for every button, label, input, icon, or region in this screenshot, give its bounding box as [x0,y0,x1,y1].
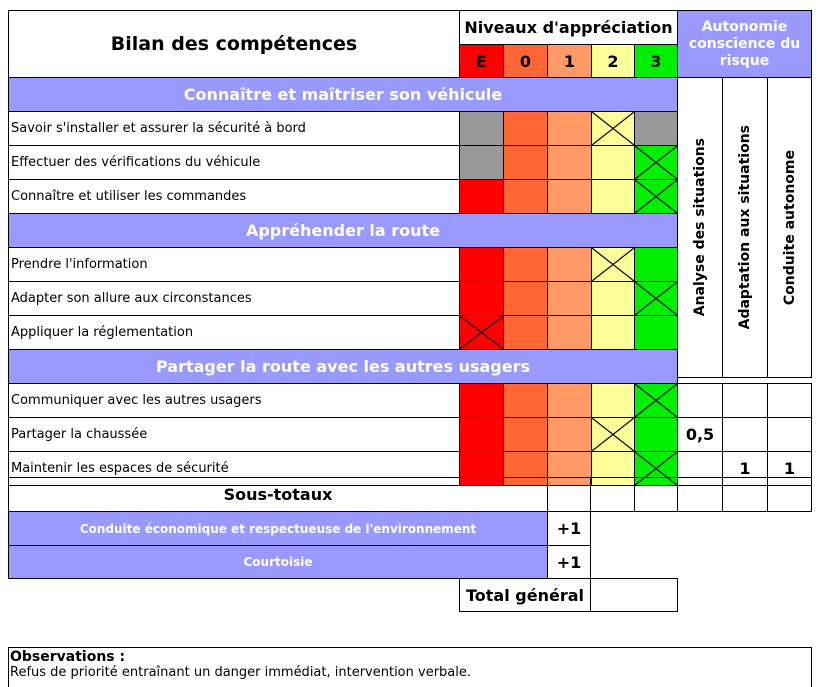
level-cell-0 [503,417,548,452]
cross-mark-icon [460,316,503,349]
autonomie-value-cell [767,417,812,452]
autonomie-value-cell [722,417,768,452]
level-header-3: 3 [634,44,678,78]
observations-box: Observations : Refus de priorité entraîn… [8,647,812,687]
level-cell-E [459,281,504,316]
competence-row-label: Connaître et utiliser les commandes [8,179,460,214]
level-cell-3 [634,179,678,214]
cross-mark-icon [592,248,634,281]
cross-mark-icon [635,180,677,213]
level-cell-1 [547,179,592,214]
autonomie-col-conduite: Conduite autonome [767,77,812,378]
level-cell-2 [591,111,635,146]
cross-mark-icon [635,452,677,485]
autonomie-value-cell [767,383,812,418]
bonus-label-eco: Conduite économique et respectueuse de l… [8,511,548,546]
level-cell-0 [503,111,548,146]
level-cell-1 [547,383,592,418]
observations-title: Observations : [10,649,126,665]
competence-row-label: Appliquer la réglementation [8,315,460,350]
section-header-1: Connaître et maîtriser son véhicule [8,77,678,112]
level-cell-1 [547,111,592,146]
level-cell-0 [503,383,548,418]
level-cell-2 [591,281,635,316]
level-cell-E [459,179,504,214]
autonomie-col-adaptation: Adaptation aux situations [722,77,768,378]
subtotal-cell-3 [634,477,678,512]
level-cell-3 [634,145,678,180]
level-header-0: 0 [503,44,548,78]
subtotals-label: Sous-totaux [8,477,548,512]
level-cell-0 [503,451,548,486]
level-cell-0 [503,145,548,180]
competence-row-label: Savoir s'installer et assurer la sécurit… [8,111,460,146]
cross-mark-icon [592,112,634,145]
level-header-E: E [459,44,504,78]
subtotal-cell-6 [767,477,812,512]
level-cell-0 [503,315,548,350]
level-cell-E [459,417,504,452]
cross-mark-icon [635,282,677,315]
level-cell-2 [591,417,635,452]
level-cell-2 [591,383,635,418]
level-cell-1 [547,315,592,350]
competence-row-label: Adapter son allure aux circonstances [8,281,460,316]
level-header-1: 1 [547,44,592,78]
level-cell-E [459,247,504,282]
level-cell-0 [503,281,548,316]
autonomie-value-cell: 1 [767,451,812,486]
autonomie-value-cell: 0,5 [677,417,723,452]
subtotal-cell-4 [677,477,723,512]
autonomie-title: Autonomie conscience du risque [677,10,812,78]
level-cell-1 [547,417,592,452]
level-cell-3 [634,111,678,146]
level-cell-2 [591,315,635,350]
section-header-3: Partager la route avec les autres usager… [8,349,678,384]
level-cell-E [459,145,504,180]
levels-title: Niveaux d'appréciation [459,10,678,45]
subtotal-cell-5 [722,477,768,512]
autonomie-col-analyse: Analyse des situations [677,77,723,378]
level-cell-E [459,451,504,486]
bonus-value-eco: +1 [547,511,591,546]
level-cell-0 [503,179,548,214]
cross-mark-icon [635,146,677,179]
level-cell-1 [547,145,592,180]
level-cell-E [459,315,504,350]
total-label: Total général [459,578,591,612]
bonus-label-courtoisie: Courtoisie [8,545,548,579]
section-header-2: Appréhender la route [8,213,678,248]
level-cell-3 [634,383,678,418]
level-cell-1 [547,451,592,486]
level-cell-2 [591,145,635,180]
subtotal-cell-2 [590,477,635,512]
level-cell-3 [634,281,678,316]
level-cell-E [459,383,504,418]
level-cell-3 [634,417,678,452]
autonomie-value-cell [722,383,768,418]
level-cell-2 [591,179,635,214]
level-cell-E [459,111,504,146]
level-cell-3 [634,451,678,486]
subtotal-cell-1 [547,477,591,512]
level-cell-2 [591,247,635,282]
level-cell-0 [503,247,548,282]
page-title: Bilan des compétences [8,10,460,78]
total-value [590,578,678,612]
level-cell-1 [547,281,592,316]
cross-mark-icon [592,418,634,451]
level-header-2: 2 [591,44,635,78]
bonus-value-courtoisie: +1 [547,545,591,579]
level-cell-3 [634,315,678,350]
level-cell-3 [634,247,678,282]
competence-row-label: Effectuer des vérifications du véhicule [8,145,460,180]
competence-row-label: Communiquer avec les autres usagers [8,383,460,418]
level-cell-1 [547,247,592,282]
competence-row-label: Prendre l'information [8,247,460,282]
observations-text: Refus de priorité entraînant un danger i… [10,665,472,680]
cross-mark-icon [635,384,677,417]
autonomie-value-cell [677,383,723,418]
competence-row-label: Partager la chaussée [8,417,460,452]
